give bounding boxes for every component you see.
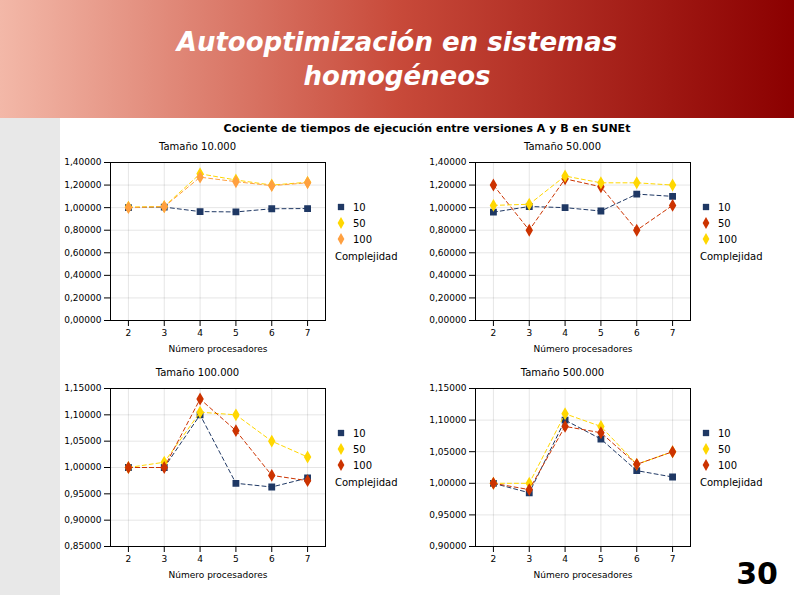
svg-text:1,00000: 1,00000	[429, 203, 466, 213]
svg-text:1,15000: 1,15000	[64, 383, 101, 393]
svg-text:0,20000: 0,20000	[429, 293, 466, 303]
svg-text:3: 3	[161, 554, 167, 564]
html-text:Autooptimización en sistemas: Autooptimización en sistemas	[176, 27, 618, 57]
svg-text:6: 6	[634, 328, 640, 338]
svg-text:1,15000: 1,15000	[429, 383, 466, 393]
html-text:Tamaño 500.000: Tamaño 500.000	[520, 367, 605, 378]
svg-text:5: 5	[598, 328, 604, 338]
html-text:50: 50	[353, 217, 366, 229]
svg-text:2: 2	[491, 328, 497, 338]
html-text:10: 10	[718, 427, 731, 439]
svg-text:5: 5	[233, 554, 239, 564]
html-text:Complejidad: Complejidad	[335, 251, 398, 262]
html-text:50: 50	[353, 443, 366, 455]
html-text:10: 10	[718, 201, 731, 213]
svg-text:1,20000: 1,20000	[429, 180, 466, 190]
svg-text:Número procesadores: Número procesadores	[534, 344, 633, 354]
svg-text:1,10000: 1,10000	[64, 410, 101, 420]
html-text:50: 50	[718, 217, 731, 229]
svg-text:0,90000: 0,90000	[64, 515, 101, 525]
svg-text:5: 5	[598, 554, 604, 564]
svg-text:7: 7	[670, 554, 676, 564]
svg-text:0,40000: 0,40000	[429, 270, 466, 280]
svg-text:Número procesadores: Número procesadores	[169, 570, 268, 580]
svg-text:7: 7	[305, 328, 311, 338]
svg-text:4: 4	[197, 328, 203, 338]
svg-text:1,00000: 1,00000	[64, 462, 101, 472]
html-text:Cociente de tiempos de ejecuci: Cociente de tiempos de ejecución entre v…	[223, 122, 631, 135]
svg-text:1,40000: 1,40000	[64, 157, 101, 167]
html-text:10: 10	[353, 201, 366, 213]
svg-text:0,00000: 0,00000	[64, 315, 101, 325]
svg-text:0,80000: 0,80000	[429, 225, 466, 235]
svg-text:6: 6	[269, 554, 275, 564]
svg-text:1,00000: 1,00000	[64, 203, 101, 213]
html-text:Tamaño 10.000: Tamaño 10.000	[159, 141, 236, 152]
html-text:100: 100	[718, 233, 738, 245]
svg-text:3: 3	[161, 328, 167, 338]
html-text:homogéneos: homogéneos	[303, 61, 491, 91]
svg-text:2: 2	[126, 328, 132, 338]
svg-text:1,00000: 1,00000	[429, 478, 466, 488]
svg-text:4: 4	[562, 328, 568, 338]
svg-text:0,85000: 0,85000	[64, 541, 101, 551]
html-text:100: 100	[353, 459, 373, 471]
svg-text:Número procesadores: Número procesadores	[169, 344, 268, 354]
svg-text:1,20000: 1,20000	[64, 180, 101, 190]
svg-text:1,05000: 1,05000	[429, 447, 466, 457]
svg-text:7: 7	[305, 554, 311, 564]
svg-text:1,05000: 1,05000	[64, 436, 101, 446]
html-text:10: 10	[353, 427, 366, 439]
svg-text:2: 2	[491, 554, 497, 564]
svg-text:3: 3	[526, 328, 532, 338]
svg-text:1,40000: 1,40000	[429, 157, 466, 167]
html-text:Complejidad: Complejidad	[700, 251, 763, 262]
svg-text:0,60000: 0,60000	[429, 248, 466, 258]
svg-text:0,80000: 0,80000	[64, 225, 101, 235]
html-text:50: 50	[718, 443, 731, 455]
svg-text:6: 6	[634, 554, 640, 564]
svg-text:0,40000: 0,40000	[64, 270, 101, 280]
svg-text:1,10000: 1,10000	[429, 415, 466, 425]
svg-text:0,95000: 0,95000	[64, 489, 101, 499]
svg-text:2: 2	[126, 554, 132, 564]
html-text:100: 100	[718, 459, 738, 471]
html-text:Complejidad: Complejidad	[335, 477, 398, 488]
svg-text:0,90000: 0,90000	[429, 541, 466, 551]
svg-text:4: 4	[197, 554, 203, 564]
svg-text:3: 3	[526, 554, 532, 564]
svg-text:0,60000: 0,60000	[64, 248, 101, 258]
html-text:Complejidad: Complejidad	[700, 477, 763, 488]
svg-text:Número procesadores: Número procesadores	[534, 570, 633, 580]
svg-text:4: 4	[562, 554, 568, 564]
svg-text:0,20000: 0,20000	[64, 293, 101, 303]
html-text:Tamaño 50.000: Tamaño 50.000	[524, 141, 601, 152]
svg-text:0,95000: 0,95000	[429, 510, 466, 520]
html-text:30: 30	[736, 556, 778, 591]
svg-text:5: 5	[233, 328, 239, 338]
svg-text:6: 6	[269, 328, 275, 338]
html-text:Tamaño 100.000: Tamaño 100.000	[155, 367, 240, 378]
html-text:100: 100	[353, 233, 373, 245]
svg-text:7: 7	[670, 328, 676, 338]
svg-text:0,00000: 0,00000	[429, 315, 466, 325]
